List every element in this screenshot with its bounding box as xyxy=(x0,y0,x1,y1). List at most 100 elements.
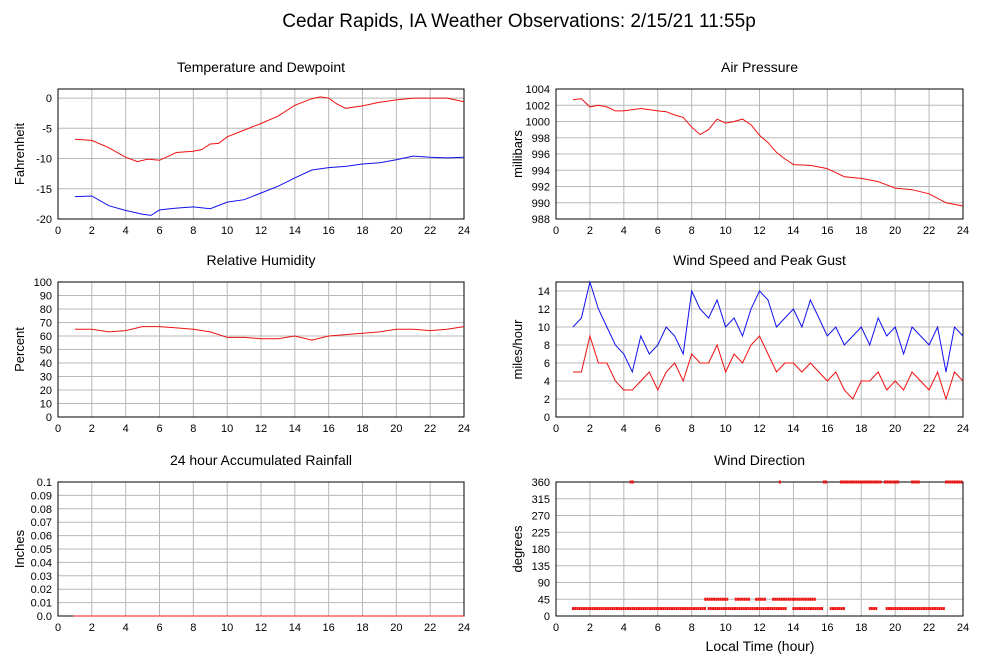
wind-direction-point xyxy=(870,480,873,484)
wind-direction-point xyxy=(618,607,621,611)
wind-direction-point xyxy=(576,607,579,611)
wind-direction-point xyxy=(637,607,640,611)
wind-direction-point xyxy=(857,480,860,484)
x-tick-label: 4 xyxy=(621,622,627,634)
y-axis-label: millibars xyxy=(510,130,525,178)
x-tick-label: 6 xyxy=(655,423,661,435)
wind-direction-point xyxy=(805,597,808,601)
x-tick-label: 22 xyxy=(424,225,436,237)
wind-direction-point xyxy=(816,607,819,611)
wind-direction-point xyxy=(745,607,748,611)
wind-direction-point xyxy=(794,597,797,601)
wind-direction-point xyxy=(578,607,581,611)
x-tick-label: 0 xyxy=(55,622,61,634)
wind-direction-point xyxy=(912,607,915,611)
wind-direction-point xyxy=(701,607,704,611)
wind-direction-point xyxy=(745,597,748,601)
wind-direction-point xyxy=(936,607,939,611)
x-tick-label: 20 xyxy=(390,622,402,634)
y-tick-label: 360 xyxy=(532,477,550,489)
wind-direction-point xyxy=(807,607,810,611)
x-tick-label: 6 xyxy=(655,622,661,634)
series-line-0 xyxy=(74,326,465,341)
wind-direction-point xyxy=(853,480,856,484)
wind-direction-point xyxy=(822,480,825,484)
y-tick-label: 1004 xyxy=(526,84,550,96)
wind-direction-point xyxy=(762,607,765,611)
wind-direction-point xyxy=(708,597,711,601)
y-tick-label: 0.06 xyxy=(31,531,52,543)
wind-direction-point xyxy=(749,607,752,611)
wind-direction-point xyxy=(633,607,636,611)
x-tick-label: 16 xyxy=(323,622,335,634)
x-tick-label: 8 xyxy=(190,225,196,237)
x-tick-label: 6 xyxy=(655,225,661,237)
x-tick-label: 2 xyxy=(587,423,593,435)
wind-direction-point xyxy=(799,607,802,611)
wind-direction-point xyxy=(894,480,897,484)
wind-direction-point xyxy=(631,480,634,484)
wind-direction-point xyxy=(740,607,743,611)
x-tick-label: 16 xyxy=(821,622,833,634)
x-tick-label: 2 xyxy=(587,622,593,634)
wind-direction-point xyxy=(787,597,790,601)
y-tick-label: 0 xyxy=(544,412,550,424)
y-tick-label: -20 xyxy=(36,214,52,226)
y-tick-label: 90 xyxy=(40,291,52,303)
y-axis-label: Inches xyxy=(12,529,27,568)
wind-direction-point xyxy=(887,607,890,611)
y-axis-label: miles/hour xyxy=(510,319,525,380)
x-tick-label: 8 xyxy=(190,423,196,435)
wind-direction-point xyxy=(751,607,754,611)
wind-direction-point xyxy=(726,597,729,601)
wind-direction-point xyxy=(916,607,919,611)
x-tick-label: 16 xyxy=(821,225,833,237)
wind-direction-point xyxy=(731,607,734,611)
wind-direction-point xyxy=(840,607,843,611)
wind-direction-point xyxy=(796,607,799,611)
x-tick-label: 18 xyxy=(356,622,368,634)
y-tick-label: 0.07 xyxy=(31,517,52,529)
wind-direction-point xyxy=(611,607,614,611)
y-tick-label: 996 xyxy=(532,149,550,161)
wind-direction-point xyxy=(818,607,821,611)
plot-frame xyxy=(57,88,465,220)
wind-direction-point xyxy=(791,597,794,601)
x-tick-label: 16 xyxy=(821,423,833,435)
wind-direction-point xyxy=(836,607,839,611)
y-tick-label: 0.01 xyxy=(31,598,52,610)
panel-title: 24 hour Accumulated Rainfall xyxy=(170,452,352,468)
x-tick-label: 14 xyxy=(289,622,301,634)
x-tick-label: 0 xyxy=(55,423,61,435)
wind-direction-point xyxy=(758,607,761,611)
wind-direction-point xyxy=(615,607,618,611)
x-tick-label: 0 xyxy=(55,225,61,237)
x-tick-label: 24 xyxy=(458,423,470,435)
x-tick-label: 2 xyxy=(89,225,95,237)
wind-direction-point xyxy=(783,597,786,601)
wind-direction-point xyxy=(947,480,950,484)
wind-direction-point xyxy=(866,480,869,484)
wind-direction-point xyxy=(709,607,712,611)
wind-direction-point xyxy=(934,607,937,611)
wind-direction-point xyxy=(774,597,777,601)
wind-direction-point xyxy=(600,607,603,611)
wind-direction-point xyxy=(920,607,923,611)
wind-direction-point xyxy=(604,607,607,611)
wind-direction-point xyxy=(940,607,943,611)
wind-direction-point xyxy=(723,607,726,611)
x-tick-label: 22 xyxy=(923,622,935,634)
x-tick-label: 22 xyxy=(424,423,436,435)
wind-direction-point xyxy=(778,607,781,611)
wind-direction-point xyxy=(923,607,926,611)
x-tick-label: 20 xyxy=(889,423,901,435)
wind-direction-point xyxy=(716,607,719,611)
y-tick-label: 12 xyxy=(538,304,550,316)
y-tick-label: 30 xyxy=(40,372,52,384)
wind-direction-point xyxy=(761,597,764,601)
y-tick-label: 225 xyxy=(532,527,550,539)
wind-direction-point xyxy=(838,607,841,611)
wind-direction-point xyxy=(714,607,717,611)
x-tick-label: 8 xyxy=(689,423,695,435)
